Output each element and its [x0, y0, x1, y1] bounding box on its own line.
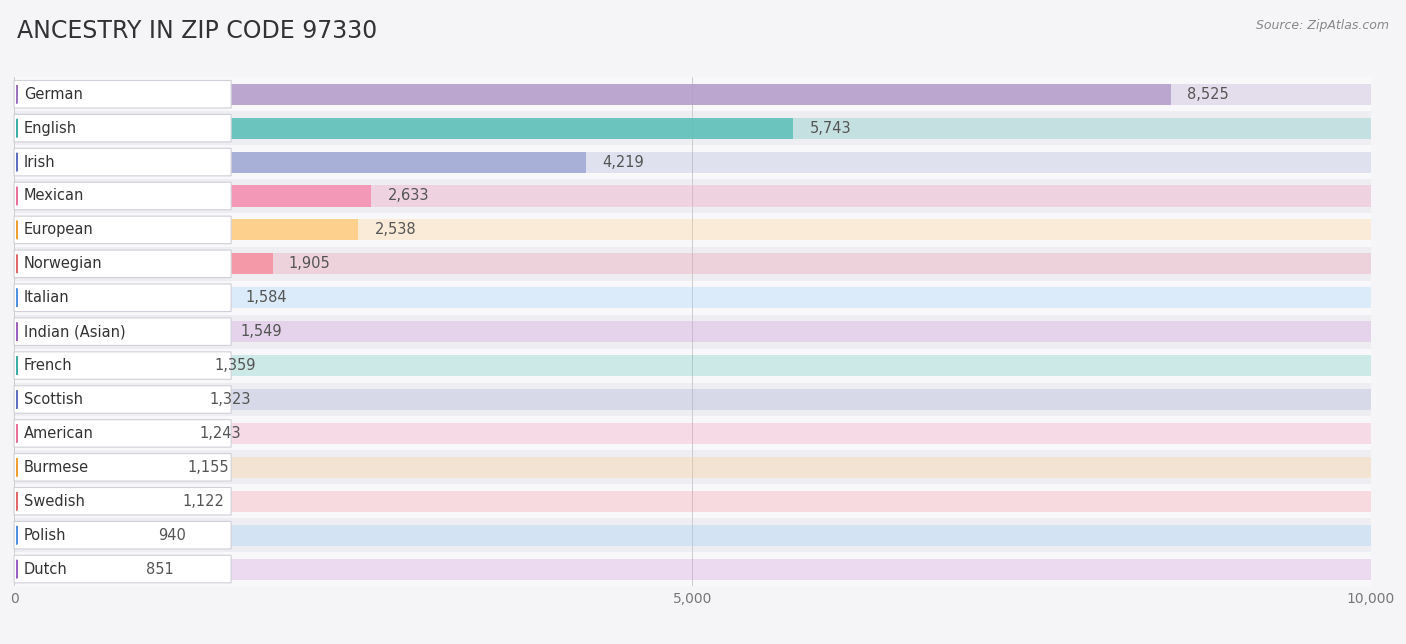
Text: ANCESTRY IN ZIP CODE 97330: ANCESTRY IN ZIP CODE 97330: [17, 19, 377, 43]
Text: Swedish: Swedish: [24, 494, 84, 509]
Text: Burmese: Burmese: [24, 460, 89, 475]
Bar: [14, 118, 793, 138]
Text: 8,525: 8,525: [1187, 87, 1229, 102]
FancyBboxPatch shape: [14, 216, 231, 243]
Text: Indian (Asian): Indian (Asian): [24, 324, 125, 339]
Bar: [14, 185, 1371, 207]
Bar: [14, 253, 273, 274]
Bar: [14, 491, 1371, 512]
Text: Dutch: Dutch: [24, 562, 67, 576]
FancyBboxPatch shape: [14, 250, 231, 278]
FancyBboxPatch shape: [14, 77, 1371, 111]
Text: 1,122: 1,122: [183, 494, 225, 509]
Text: 5,743: 5,743: [810, 120, 851, 136]
FancyBboxPatch shape: [14, 450, 1371, 484]
Text: French: French: [24, 358, 72, 373]
Text: 1,549: 1,549: [240, 324, 283, 339]
Bar: [14, 220, 359, 240]
FancyBboxPatch shape: [14, 453, 231, 481]
Text: 1,359: 1,359: [215, 358, 256, 373]
Text: Mexican: Mexican: [24, 189, 84, 204]
Text: 940: 940: [157, 527, 186, 543]
FancyBboxPatch shape: [14, 555, 231, 583]
Bar: [14, 84, 1171, 105]
Bar: [14, 355, 1371, 376]
Text: Scottish: Scottish: [24, 392, 83, 407]
Text: Irish: Irish: [24, 155, 55, 169]
Text: 851: 851: [146, 562, 173, 576]
Bar: [14, 220, 1371, 240]
FancyBboxPatch shape: [14, 115, 231, 142]
Text: 1,323: 1,323: [209, 392, 252, 407]
Text: 4,219: 4,219: [603, 155, 644, 169]
Text: 1,155: 1,155: [187, 460, 229, 475]
Bar: [14, 321, 1371, 342]
FancyBboxPatch shape: [14, 315, 1371, 348]
FancyBboxPatch shape: [14, 417, 1371, 450]
Bar: [14, 185, 371, 207]
FancyBboxPatch shape: [14, 420, 231, 447]
FancyBboxPatch shape: [14, 179, 1371, 213]
Text: 2,538: 2,538: [374, 222, 416, 238]
Text: 1,905: 1,905: [288, 256, 330, 271]
FancyBboxPatch shape: [14, 386, 231, 413]
FancyBboxPatch shape: [14, 552, 1371, 586]
Bar: [14, 151, 1371, 173]
Bar: [14, 287, 1371, 308]
Bar: [14, 491, 166, 512]
Text: European: European: [24, 222, 93, 238]
FancyBboxPatch shape: [14, 182, 231, 210]
Bar: [14, 558, 1371, 580]
Bar: [14, 457, 1371, 478]
Text: German: German: [24, 87, 83, 102]
Bar: [14, 389, 194, 410]
Bar: [14, 423, 1371, 444]
FancyBboxPatch shape: [14, 213, 1371, 247]
Bar: [14, 321, 224, 342]
Text: English: English: [24, 120, 77, 136]
FancyBboxPatch shape: [14, 80, 231, 108]
Bar: [14, 457, 170, 478]
FancyBboxPatch shape: [14, 383, 1371, 417]
FancyBboxPatch shape: [14, 111, 1371, 145]
Text: 1,243: 1,243: [200, 426, 240, 441]
Bar: [14, 525, 142, 545]
Bar: [14, 558, 129, 580]
FancyBboxPatch shape: [14, 284, 231, 312]
Text: Italian: Italian: [24, 290, 69, 305]
FancyBboxPatch shape: [14, 348, 1371, 383]
FancyBboxPatch shape: [14, 148, 231, 176]
Bar: [14, 389, 1371, 410]
Text: 2,633: 2,633: [388, 189, 429, 204]
FancyBboxPatch shape: [14, 145, 1371, 179]
FancyBboxPatch shape: [14, 518, 1371, 552]
FancyBboxPatch shape: [14, 352, 231, 379]
FancyBboxPatch shape: [14, 488, 231, 515]
Bar: [14, 118, 1371, 138]
FancyBboxPatch shape: [14, 281, 1371, 315]
Text: Polish: Polish: [24, 527, 66, 543]
Text: Norwegian: Norwegian: [24, 256, 103, 271]
FancyBboxPatch shape: [14, 522, 231, 549]
Bar: [14, 253, 1371, 274]
Text: 1,584: 1,584: [245, 290, 287, 305]
Bar: [14, 287, 229, 308]
Text: Source: ZipAtlas.com: Source: ZipAtlas.com: [1256, 19, 1389, 32]
Bar: [14, 525, 1371, 545]
FancyBboxPatch shape: [14, 318, 231, 345]
Bar: [14, 423, 183, 444]
FancyBboxPatch shape: [14, 247, 1371, 281]
FancyBboxPatch shape: [14, 484, 1371, 518]
Bar: [14, 84, 1371, 105]
Text: American: American: [24, 426, 94, 441]
Bar: [14, 355, 198, 376]
Bar: [14, 151, 586, 173]
